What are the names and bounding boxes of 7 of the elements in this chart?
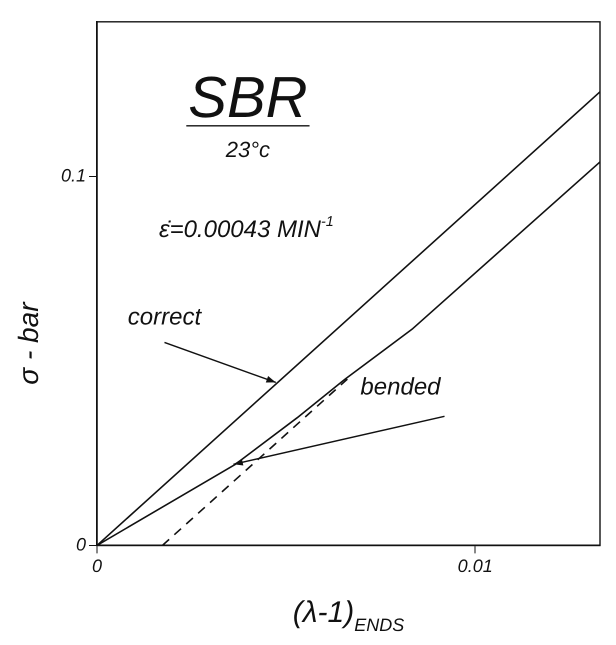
annotation: bended xyxy=(360,373,442,400)
y-tick-label: 0.1 xyxy=(60,166,86,186)
annotation: correct xyxy=(128,303,202,330)
text: SBR xyxy=(188,64,308,130)
y-axis-title: σ - bar xyxy=(13,300,44,385)
x-tick-label: 0.01 xyxy=(458,556,493,576)
text: 23°c xyxy=(224,136,270,162)
